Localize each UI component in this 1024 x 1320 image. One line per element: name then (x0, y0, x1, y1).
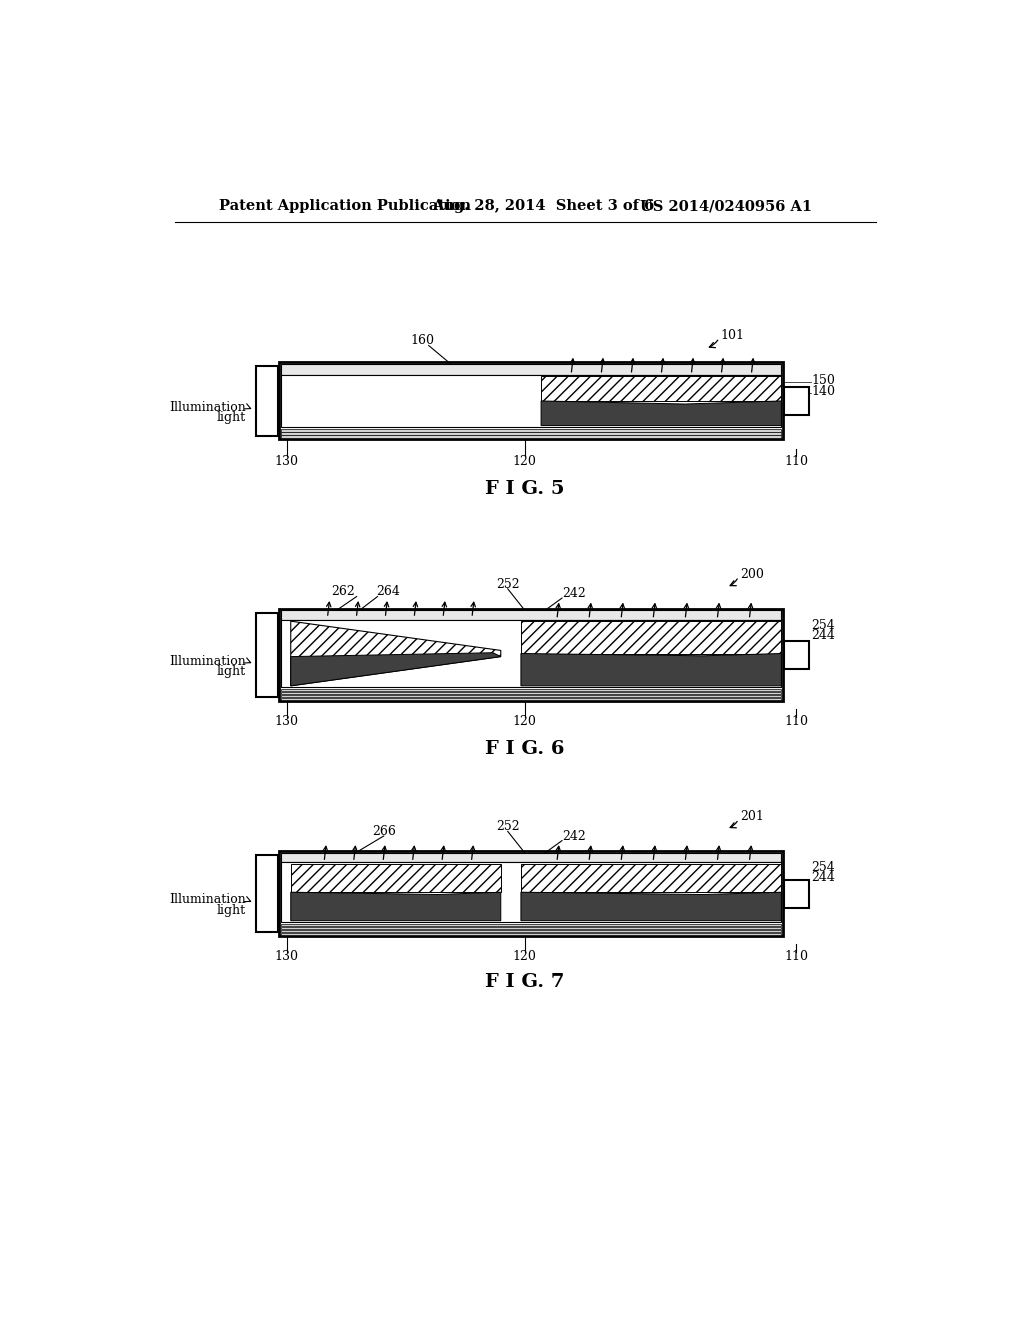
Text: 244: 244 (812, 871, 836, 884)
Bar (281, 689, 781, 692)
Bar (281, 862, 781, 923)
Bar (281, 698, 781, 701)
Bar (281, 375, 781, 428)
Text: 242: 242 (562, 829, 586, 842)
Text: 101: 101 (721, 329, 744, 342)
Text: 120: 120 (513, 949, 537, 962)
Text: Aug. 28, 2014  Sheet 3 of 6: Aug. 28, 2014 Sheet 3 of 6 (432, 199, 654, 213)
Text: 242: 242 (562, 587, 586, 601)
Polygon shape (521, 892, 781, 921)
Text: Illumination: Illumination (169, 655, 246, 668)
Text: light: light (217, 904, 246, 917)
Bar (784, 387, 809, 414)
Text: 254: 254 (812, 619, 836, 631)
Text: 252: 252 (496, 578, 519, 591)
Text: 110: 110 (784, 949, 808, 962)
Bar (281, 610, 781, 619)
Text: 160: 160 (411, 334, 434, 347)
Text: F I G. 5: F I G. 5 (485, 480, 564, 499)
Text: 266: 266 (372, 825, 395, 838)
Bar (281, 432, 781, 434)
Text: 130: 130 (274, 949, 299, 962)
Bar (281, 933, 781, 936)
Text: 130: 130 (274, 454, 299, 467)
Bar (521, 863, 781, 892)
Text: 262: 262 (332, 585, 355, 598)
Text: 120: 120 (513, 714, 537, 727)
Bar (256, 855, 278, 932)
Bar (280, 851, 783, 936)
Text: Illumination: Illumination (169, 894, 246, 907)
Polygon shape (541, 401, 781, 425)
Bar (281, 692, 781, 694)
Bar (280, 363, 783, 440)
Text: 254: 254 (812, 861, 836, 874)
Text: 264: 264 (376, 585, 400, 598)
Bar (281, 853, 781, 862)
Bar (291, 863, 501, 892)
Text: 252: 252 (496, 820, 519, 833)
Bar (281, 619, 781, 688)
Text: Patent Application Publication: Patent Application Publication (219, 199, 471, 213)
Bar (280, 609, 783, 701)
Bar (281, 929, 781, 932)
Polygon shape (291, 892, 501, 921)
Bar (256, 367, 278, 436)
Bar (281, 696, 781, 697)
Bar (281, 924, 781, 927)
Text: light: light (217, 412, 246, 425)
Text: US 2014/0240956 A1: US 2014/0240956 A1 (640, 199, 812, 213)
Text: 200: 200 (740, 568, 764, 581)
Bar (281, 364, 781, 375)
Text: 201: 201 (740, 810, 764, 824)
Text: 120: 120 (513, 454, 537, 467)
Text: Illumination: Illumination (169, 400, 246, 413)
Bar (784, 880, 809, 908)
Bar (521, 622, 781, 653)
Bar (281, 434, 781, 438)
Bar (281, 429, 781, 432)
Bar (281, 927, 781, 929)
Bar (256, 612, 278, 697)
Text: 110: 110 (784, 454, 808, 467)
Bar (541, 376, 781, 401)
Text: 110: 110 (784, 714, 808, 727)
Polygon shape (291, 653, 501, 686)
Bar (784, 642, 809, 669)
Text: F I G. 7: F I G. 7 (485, 973, 564, 991)
Polygon shape (291, 622, 501, 686)
Text: 150: 150 (812, 375, 836, 388)
Polygon shape (521, 653, 781, 686)
Text: light: light (217, 665, 246, 678)
Text: F I G. 6: F I G. 6 (485, 741, 564, 758)
Text: 140: 140 (812, 385, 836, 399)
Text: 244: 244 (812, 628, 836, 642)
Text: 130: 130 (274, 714, 299, 727)
